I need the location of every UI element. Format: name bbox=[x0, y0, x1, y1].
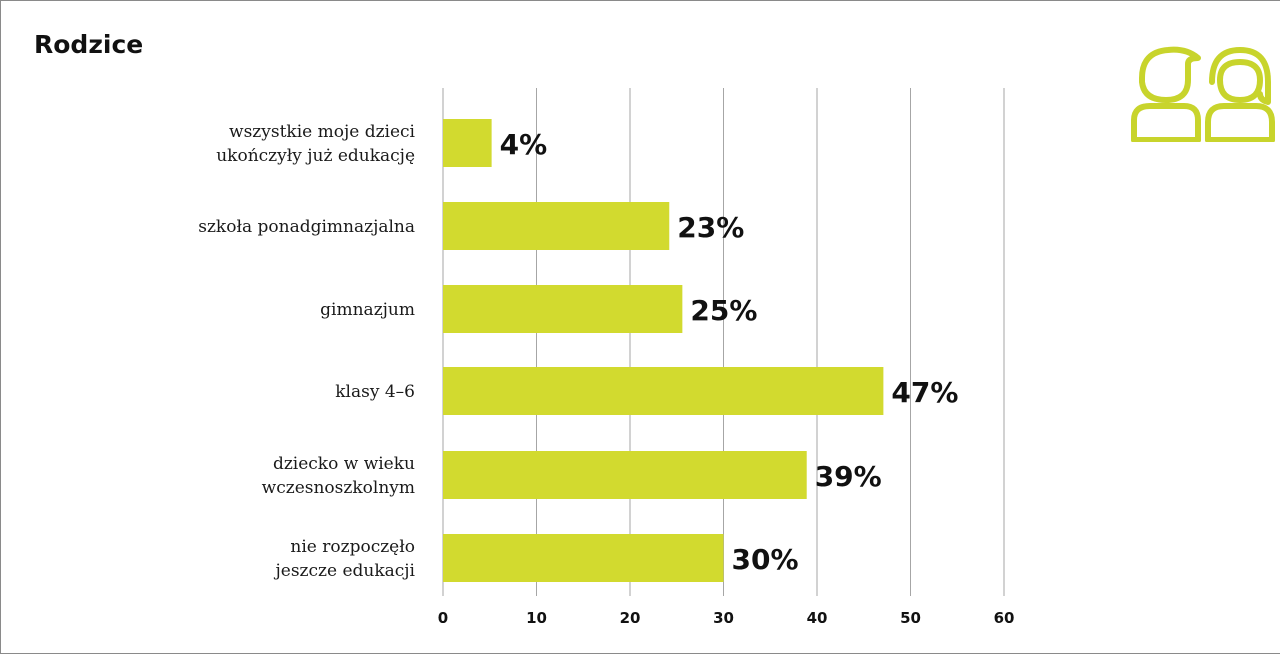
category-label: dziecko w wieku bbox=[273, 454, 415, 474]
bar bbox=[443, 451, 807, 499]
bar bbox=[443, 202, 670, 250]
bar bbox=[443, 534, 724, 582]
bar bbox=[443, 119, 492, 167]
data-label: 39% bbox=[815, 460, 882, 493]
category-label: nie rozpoczęło bbox=[290, 537, 415, 557]
data-label: 23% bbox=[677, 211, 744, 244]
data-label: 30% bbox=[732, 543, 799, 576]
category-label: klasy 4–6 bbox=[335, 382, 415, 402]
x-tick-label: 20 bbox=[620, 609, 641, 627]
category-label: wczesnoszkolnym bbox=[262, 478, 415, 498]
data-label: 4% bbox=[500, 128, 548, 161]
chart-title: Rodzice bbox=[34, 30, 144, 59]
x-tick-label: 50 bbox=[900, 609, 921, 627]
bar bbox=[443, 367, 884, 415]
category-label: jeszcze edukacji bbox=[273, 561, 415, 581]
data-label: 25% bbox=[690, 294, 757, 327]
x-tick-label: 0 bbox=[438, 609, 448, 627]
x-tick-label: 10 bbox=[526, 609, 547, 627]
category-label: ukończyły już edukację bbox=[216, 146, 415, 166]
x-tick-label: 40 bbox=[807, 609, 828, 627]
parents-icon bbox=[1131, 46, 1275, 142]
category-label: szkoła ponadgimnazjalna bbox=[198, 217, 415, 237]
data-label: 47% bbox=[891, 376, 958, 409]
category-label: wszystkie moje dzieci bbox=[229, 122, 416, 142]
x-tick-label: 30 bbox=[713, 609, 734, 627]
x-tick-label: 60 bbox=[994, 609, 1015, 627]
bar bbox=[443, 285, 683, 333]
category-label: gimnazjum bbox=[320, 300, 415, 320]
